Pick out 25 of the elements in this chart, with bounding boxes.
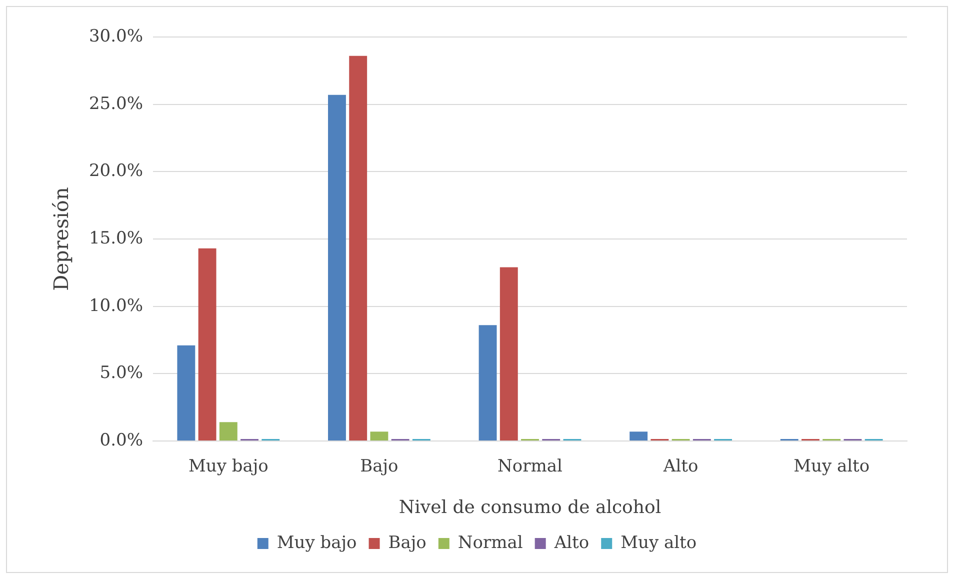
x-tick-label: Alto xyxy=(662,456,698,477)
bar xyxy=(177,345,196,440)
x-axis-title: Nivel de consumo de alcohol xyxy=(398,496,662,518)
y-tick-label: 15.0% xyxy=(88,228,144,248)
bar xyxy=(500,267,518,440)
x-tick-label: Bajo xyxy=(360,456,398,477)
x-tick-label: Normal xyxy=(498,456,562,477)
legend-label: Normal xyxy=(458,532,523,553)
y-axis-title: Depresión xyxy=(49,187,74,291)
bar xyxy=(198,248,216,440)
y-tick-label: 0.0% xyxy=(100,430,144,450)
legend-label: Muy alto xyxy=(620,532,697,553)
bar xyxy=(328,94,346,440)
bar xyxy=(478,325,497,440)
y-tick-label: 20.0% xyxy=(88,161,144,182)
bar xyxy=(349,56,368,440)
legend-label: Muy bajo xyxy=(276,532,357,553)
x-tick-label: Muy alto xyxy=(794,456,870,477)
y-tick-label: 30.0% xyxy=(88,26,144,46)
legend-label: Alto xyxy=(553,532,590,553)
y-tick-label: 25.0% xyxy=(88,94,144,114)
y-tick-label: 10.0% xyxy=(88,296,144,316)
legend-label: Bajo xyxy=(388,532,426,553)
y-tick-label: 5.0% xyxy=(100,363,144,384)
x-tick-label: Muy bajo xyxy=(188,456,268,477)
